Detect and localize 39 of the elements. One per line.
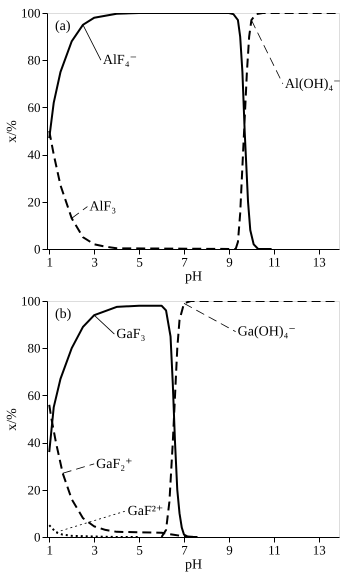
- y-tick-label: 0: [34, 530, 40, 544]
- y-tick-label: 20: [28, 482, 40, 498]
- x-tick-label: 5: [136, 542, 143, 558]
- x-tick-label: 7: [181, 254, 188, 270]
- x-tick-label: 11: [268, 254, 281, 270]
- y-tick-label: 40: [28, 435, 40, 450]
- legend-label: GaF₂⁺: [96, 456, 133, 472]
- x-tick-label: 5: [136, 254, 143, 270]
- series-label: GaF²⁺: [128, 504, 164, 520]
- y-axis-title: x/%: [5, 408, 20, 431]
- series-label: GaF₃: [116, 327, 146, 342]
- y-tick-label: 80: [28, 52, 40, 68]
- x-tick-label: 3: [91, 542, 98, 558]
- x-tick-label: 11: [268, 542, 281, 558]
- y-tick-label: 60: [28, 100, 40, 115]
- x-tick-label: 7: [181, 542, 188, 558]
- y-tick-label: 100: [21, 6, 40, 20]
- x-tick-label: 9: [226, 542, 233, 558]
- x-tick-label: 1: [46, 254, 53, 270]
- x-tick-label: 9: [226, 254, 233, 270]
- chart-title: (a): [55, 19, 71, 34]
- y-tick-label: 60: [28, 388, 40, 403]
- y-axis-title: x/%: [5, 120, 20, 143]
- y-tick-label: 20: [28, 194, 40, 210]
- y-tick-label: 0: [34, 242, 40, 256]
- chart-title: (b): [55, 307, 72, 322]
- y-tick-label: 100: [21, 294, 40, 308]
- x-axis-title: pH: [184, 270, 202, 284]
- y-tick-label: 80: [28, 340, 40, 356]
- x-tick-label: 13: [312, 542, 326, 558]
- x-tick-label: 3: [91, 254, 98, 270]
- text: AlF₄⁻: [102, 53, 137, 68]
- x-tick-label: 1: [46, 542, 53, 558]
- series-label: Ga(OH)₄⁻: [238, 324, 296, 340]
- x-axis-title: pH: [184, 558, 202, 572]
- text: Al(OH)₄⁻: [284, 76, 341, 92]
- x-tick-label: 13: [312, 254, 326, 270]
- y-tick-label: 40: [28, 147, 40, 162]
- legend-label: AlF₃: [89, 200, 116, 215]
